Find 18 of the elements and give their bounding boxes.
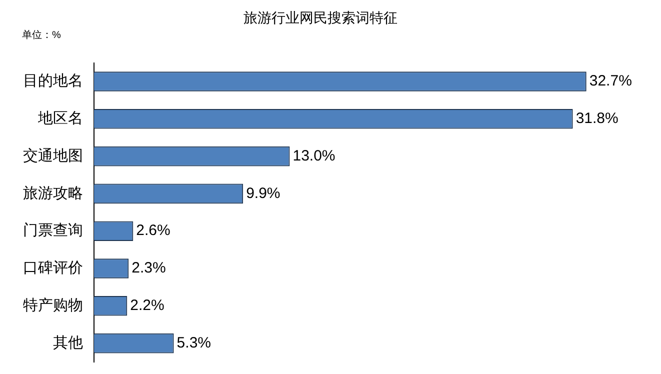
text: 单位：% [22, 28, 61, 42]
data-label: 2.3% [132, 260, 166, 277]
chart-title: 旅游行业网民搜索词特征 [244, 9, 398, 26]
y-tick-label: 交通地图 [23, 147, 83, 164]
data-label: 13.0% [292, 147, 336, 164]
data-label: 32.7% [589, 72, 632, 90]
y-tick-label: 地区名 [37, 110, 83, 128]
data-label: 31.8% [576, 110, 618, 128]
y-tick-label: 旅游攻略 [23, 184, 83, 202]
y-tick-label: 目的地名 [23, 72, 83, 90]
data-label: 5.3% [176, 334, 212, 352]
y-tick-label: 特产购物 [23, 297, 83, 314]
data-label: 2.2% [130, 297, 164, 314]
data-label: 2.6% [136, 222, 170, 240]
data-label: 9.9% [246, 184, 280, 202]
y-tick-label: 口碑评价 [23, 260, 83, 277]
y-tick-label: 其他 [53, 334, 83, 352]
y-tick-label: 门票查询 [23, 222, 83, 240]
